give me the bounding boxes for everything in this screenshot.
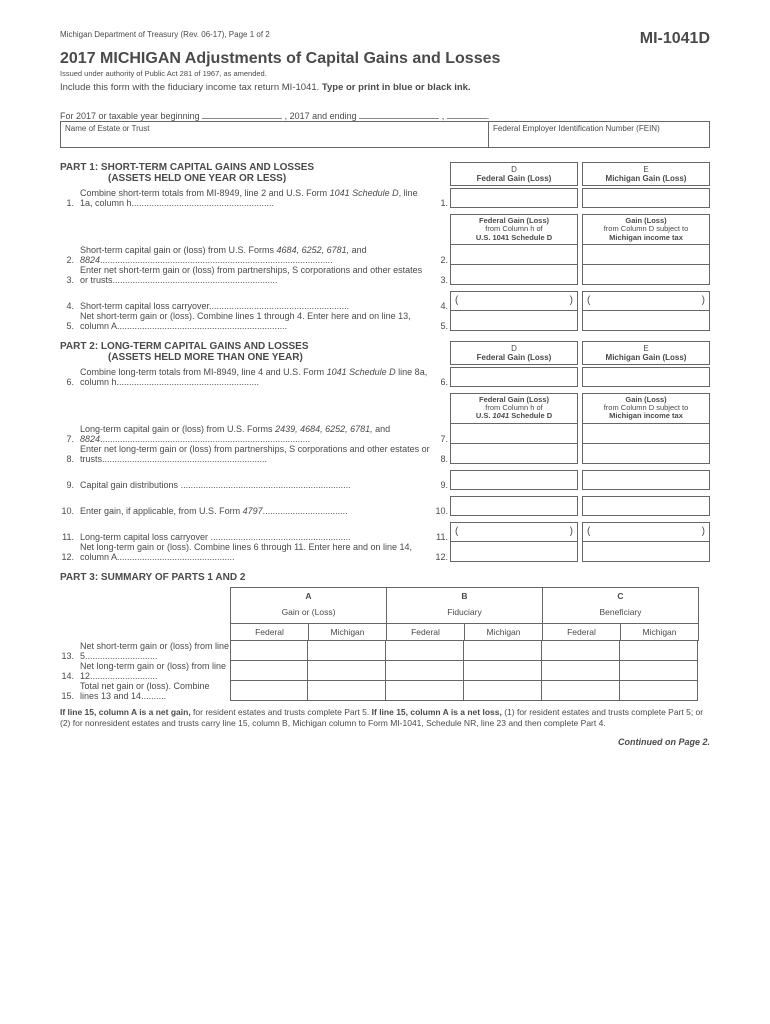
part1-line2: 2. Short-term capital gain or (loss) fro… (60, 245, 710, 265)
part1-line5: 5. Net short-term gain or (loss). Combin… (60, 311, 710, 331)
part2-col-e-head: EMichigan Gain (Loss) (582, 341, 710, 365)
instruct-text: Include this form with the fiduciary inc… (60, 82, 710, 93)
p2-l7-d-field[interactable] (450, 424, 578, 444)
part1-line3: 3. Enter net short-term gain or (loss) f… (60, 265, 710, 285)
p2-l8-e-field[interactable] (582, 444, 710, 464)
header-top: Michigan Department of Treasury (Rev. 06… (60, 30, 710, 48)
p1-l3-d-field[interactable] (450, 265, 578, 285)
part1-subhead: Federal Gain (Loss)from Column h ofU.S. … (60, 214, 710, 245)
part2-line11: 11. Long-term capital loss carryover ...… (60, 522, 710, 542)
p3-l13-b-mi[interactable] (464, 641, 542, 661)
p1-l2-d-field[interactable] (450, 245, 578, 265)
part2-subhead: Federal Gain (Loss)from Column h ofU.S. … (60, 393, 710, 424)
p3-l13-b-fed[interactable] (386, 641, 464, 661)
form-title: 2017 MICHIGAN Adjustments of Capital Gai… (60, 50, 710, 68)
issued-text: Issued under authority of Public Act 281… (60, 69, 710, 78)
p2-l11-e-field[interactable]: () (582, 522, 710, 542)
year-end2-field[interactable] (447, 109, 487, 119)
p3-l14-c-mi[interactable] (620, 661, 698, 681)
p2-l11-d-field[interactable]: () (450, 522, 578, 542)
p3-l14-c-fed[interactable] (542, 661, 620, 681)
p3-l15-b-mi[interactable] (464, 681, 542, 701)
p2-l8-d-field[interactable] (450, 444, 578, 464)
p1-l4-d-field[interactable]: () (450, 291, 578, 311)
p3-l14-b-fed[interactable] (386, 661, 464, 681)
taxable-year-line: For 2017 or taxable year beginning , 201… (60, 109, 710, 121)
p3-l15-b-fed[interactable] (386, 681, 464, 701)
part1-col-e-head: EMichigan Gain (Loss) (582, 162, 710, 186)
year-end-field[interactable] (359, 109, 439, 119)
p2-l7-e-field[interactable] (582, 424, 710, 444)
p2-l10-d-field[interactable] (450, 496, 578, 516)
p3-l13-a-mi[interactable] (308, 641, 386, 661)
p3-l14-a-fed[interactable] (230, 661, 308, 681)
part1-line1: 1. Combine short-term totals from MI-894… (60, 188, 710, 208)
p3-l15-c-fed[interactable] (542, 681, 620, 701)
p2-l9-e-field[interactable] (582, 470, 710, 490)
p3-l14-a-mi[interactable] (308, 661, 386, 681)
p2-l6-d-field[interactable] (450, 367, 578, 387)
part1-header: PART 1: SHORT-TERM CAPITAL GAINS AND LOS… (60, 162, 710, 186)
p1-l3-e-field[interactable] (582, 265, 710, 285)
continued-text: Continued on Page 2. (60, 737, 710, 747)
name-field[interactable]: Name of Estate or Trust (61, 122, 489, 147)
part3-line14: 14. Net long-term gain or (loss) from li… (60, 661, 710, 681)
year-begin-field[interactable] (202, 109, 282, 119)
p1-l2-e-field[interactable] (582, 245, 710, 265)
part1-line4: 4. Short-term capital loss carryover....… (60, 291, 710, 311)
part2-header: PART 2: LONG-TERM CAPITAL GAINS AND LOSS… (60, 341, 710, 365)
part2-line9: 9. Capital gain distributions ..........… (60, 470, 710, 490)
p1-l1-e-field[interactable] (582, 188, 710, 208)
part1-col-d-head: DFederal Gain (Loss) (450, 162, 578, 186)
p3-l15-c-mi[interactable] (620, 681, 698, 701)
p2-l12-e-field[interactable] (582, 542, 710, 562)
part2-line6: 6. Combine long-term totals from MI-8949… (60, 367, 710, 387)
form-code: MI-1041D (640, 30, 710, 48)
part3-header-table: A B C Gain or (Loss) Fiduciary Beneficia… (230, 587, 699, 641)
p1-l5-e-field[interactable] (582, 311, 710, 331)
fein-field[interactable]: Federal Employer Identification Number (… (489, 122, 709, 147)
p3-l15-a-fed[interactable] (230, 681, 308, 701)
p3-l15-a-mi[interactable] (308, 681, 386, 701)
dept-text: Michigan Department of Treasury (Rev. 06… (60, 30, 270, 39)
part3-line15: 15. Total net gain or (loss). Combine li… (60, 681, 710, 701)
p2-l10-e-field[interactable] (582, 496, 710, 516)
p3-l14-b-mi[interactable] (464, 661, 542, 681)
part2-col-d-head: DFederal Gain (Loss) (450, 341, 578, 365)
p3-l13-c-fed[interactable] (542, 641, 620, 661)
p2-l6-e-field[interactable] (582, 367, 710, 387)
p1-l5-d-field[interactable] (450, 311, 578, 331)
part3-title: PART 3: SUMMARY OF PARTS 1 AND 2 (60, 572, 710, 583)
footnote: If line 15, column A is a net gain, for … (60, 707, 710, 729)
part2-line7: 7. Long-term capital gain or (loss) from… (60, 424, 710, 444)
p3-l13-a-fed[interactable] (230, 641, 308, 661)
p1-l1-d-field[interactable] (450, 188, 578, 208)
p2-l12-d-field[interactable] (450, 542, 578, 562)
p1-l4-e-field[interactable]: () (582, 291, 710, 311)
part2-line12: 12. Net long-term gain or (loss). Combin… (60, 542, 710, 562)
part3-line13: 13. Net short-term gain or (loss) from l… (60, 641, 710, 661)
part2-line8: 8. Enter net long-term gain or (loss) fr… (60, 444, 710, 464)
p2-l9-d-field[interactable] (450, 470, 578, 490)
p3-l13-c-mi[interactable] (620, 641, 698, 661)
part2-line10: 10. Enter gain, if applicable, from U.S.… (60, 496, 710, 516)
name-fein-row: Name of Estate or Trust Federal Employer… (60, 121, 710, 148)
